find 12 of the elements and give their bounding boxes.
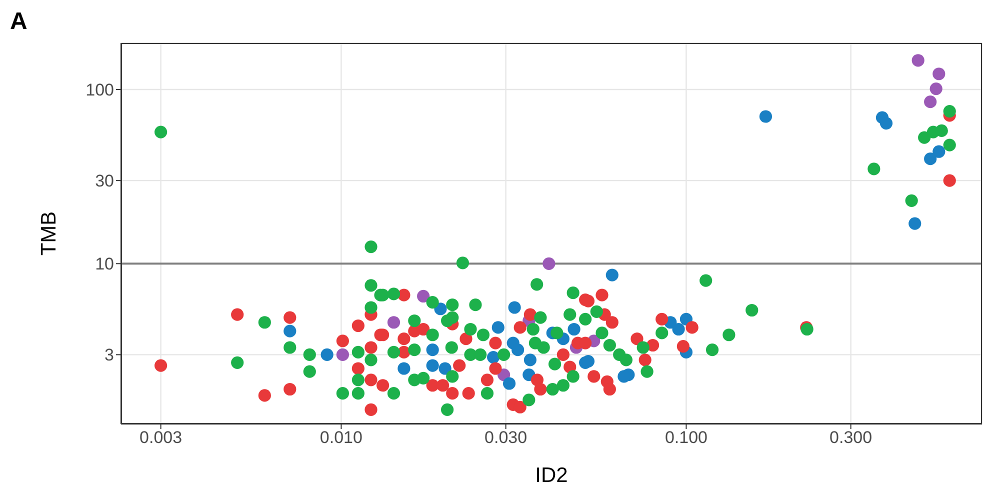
x-tick-label: 0.100 <box>664 428 708 448</box>
chart-title: A <box>10 8 28 36</box>
y-tick-label: 10 <box>95 254 114 274</box>
x-axis-title: ID2 <box>535 464 568 487</box>
x-tick-label: 0.003 <box>140 428 182 448</box>
y-tick-label: 3 <box>104 346 114 365</box>
y-tick-label: 30 <box>95 172 114 191</box>
x-tick-label: 0.010 <box>320 428 362 448</box>
x-tick-label: 0.030 <box>484 428 528 448</box>
x-tick-label: 0.300 <box>830 428 872 448</box>
y-tick-label: 100 <box>86 80 114 100</box>
y-axis-title: TMB <box>37 211 60 256</box>
